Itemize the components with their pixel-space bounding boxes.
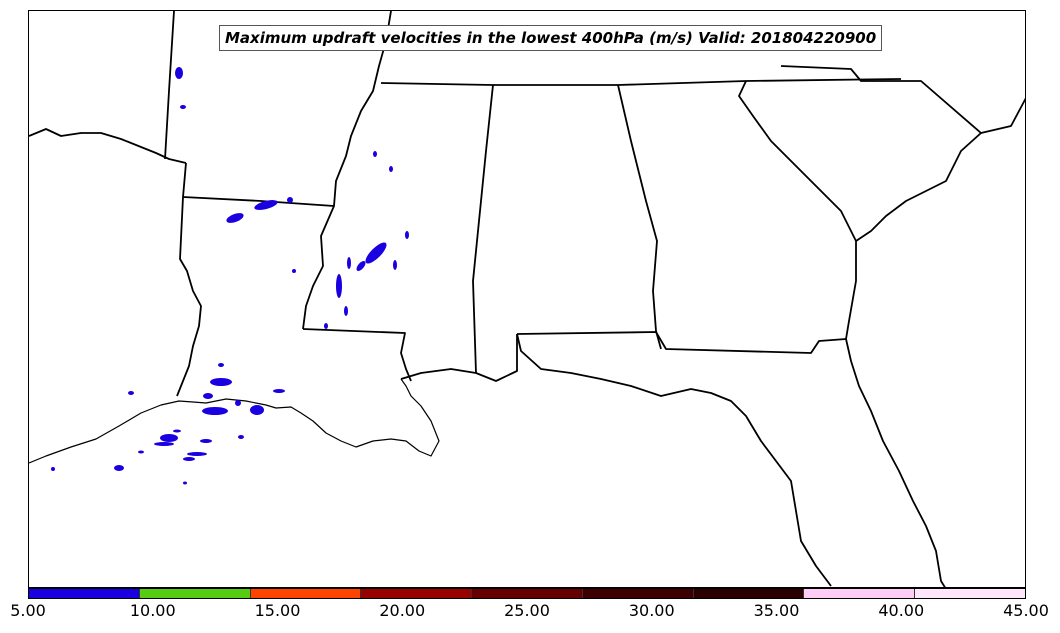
florida-coast-east (845, 338, 946, 587)
colorbar-tick-label: 45.00 (1003, 601, 1049, 620)
ok-ar-border (164, 11, 175, 160)
colorbar-tick-label: 20.00 (379, 601, 426, 620)
colorbar-segment (692, 589, 804, 598)
colorbar-tick-label: 5.00 (10, 601, 46, 620)
tx-la-border (176, 162, 202, 397)
ok-tx-border (29, 128, 187, 164)
map-canvas (29, 11, 1025, 587)
colorbar-segment (29, 589, 139, 598)
map-panel[interactable]: Maximum updraft velocities in the lowest… (28, 10, 1026, 588)
mississippi-river (302, 11, 392, 330)
colorbar-segment (471, 589, 582, 598)
gulf-coast-central (400, 334, 518, 382)
colorbar-tick-label: 30.00 (628, 601, 675, 620)
colorbar-tick-label: 25.00 (504, 601, 550, 620)
colorbar-segment (138, 589, 250, 598)
colorbar-segment (914, 589, 1026, 598)
colorbar (28, 588, 1026, 599)
al-ga-border (617, 84, 662, 350)
ar-la-border (182, 196, 335, 207)
colorbar-tick-label: 15.00 (254, 601, 301, 620)
map-title: Maximum updraft velocities in the lowest… (219, 25, 883, 51)
sc-coast (855, 132, 982, 242)
colorbar-segment (249, 589, 361, 598)
colorbar-segment (803, 589, 915, 598)
colorbar-segment (360, 589, 472, 598)
updraft-field (51, 67, 409, 485)
colorbar-tick-label: 35.00 (753, 601, 800, 620)
florida-coast-west (516, 333, 832, 587)
tn-south-border (493, 78, 902, 86)
gulf-coastline (29, 378, 440, 464)
colorbar-segment (581, 589, 693, 598)
colorbar-tick-label: 10.00 (129, 601, 176, 620)
ms-al-border (380, 82, 494, 374)
ga-sc-border (738, 80, 857, 340)
colorbar-tick-label: 40.00 (878, 601, 925, 620)
sc-nc-border (780, 65, 1025, 134)
fl-north-border (516, 331, 847, 354)
la-ms-border (302, 328, 412, 382)
